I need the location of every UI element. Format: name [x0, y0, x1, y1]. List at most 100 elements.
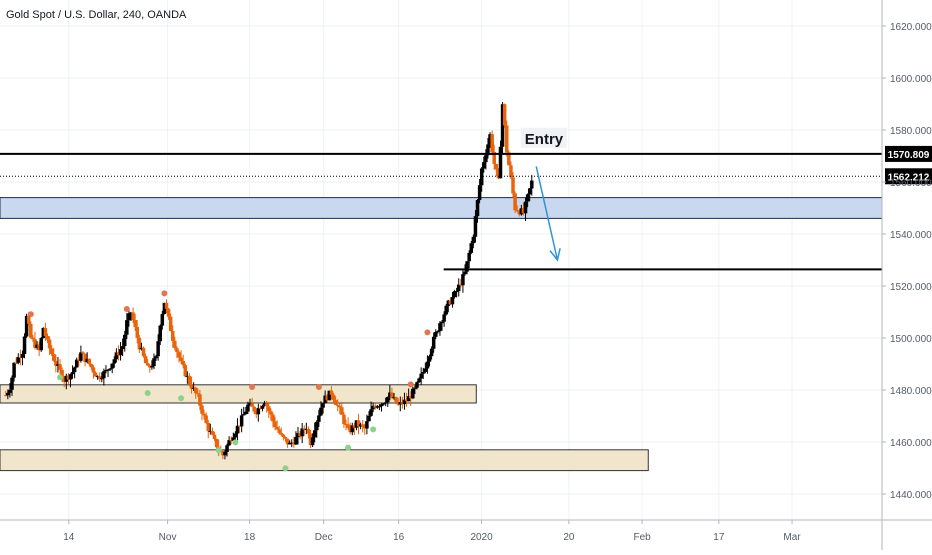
candle: [133, 320, 137, 327]
candle: [198, 394, 202, 406]
candle: [18, 357, 23, 359]
candle: [402, 399, 407, 405]
candle: [131, 312, 135, 321]
candle: [262, 403, 267, 406]
candle: [425, 361, 430, 369]
candle: [511, 177, 515, 194]
signal-dot-low: [232, 439, 239, 446]
signal-dot-high: [161, 290, 168, 297]
candle: [127, 313, 131, 321]
candle: [352, 425, 357, 428]
candle: [260, 405, 265, 409]
price-tag-resistance: [885, 145, 932, 162]
candle: [189, 383, 194, 389]
candle: [6, 392, 10, 396]
candle: [231, 437, 236, 441]
candle: [12, 362, 16, 378]
candle: [191, 387, 196, 389]
candle: [450, 297, 455, 305]
candle: [312, 430, 317, 438]
candle: [244, 411, 248, 415]
price-tick-label: 1580.000: [890, 126, 932, 137]
candle: [419, 373, 423, 379]
candle: [104, 370, 108, 372]
candle: [108, 368, 112, 370]
candle: [308, 433, 313, 446]
candle: [459, 284, 463, 286]
candle: [158, 325, 162, 342]
annotations: Entry: [520, 127, 567, 262]
candle: [467, 252, 471, 262]
candle: [33, 339, 37, 348]
price-tick-label: 1560.000: [890, 178, 932, 189]
candle: [440, 321, 444, 324]
time-tick-label: 2020: [470, 532, 493, 543]
candle: [415, 382, 419, 388]
candle: [168, 316, 173, 332]
candle: [141, 347, 146, 357]
candle: [148, 365, 152, 368]
candle: [150, 366, 154, 368]
candle: [110, 363, 114, 369]
candle: [509, 165, 513, 178]
price-tick-label: 1460.000: [890, 438, 932, 449]
candle: [185, 375, 190, 377]
candle: [429, 348, 434, 357]
candle: [241, 414, 246, 416]
candle: [62, 379, 66, 382]
candle: [77, 359, 81, 361]
candle: [394, 397, 398, 404]
signal-dot-low: [345, 444, 352, 451]
candle: [525, 194, 530, 202]
candle: [319, 407, 323, 416]
candle: [221, 450, 225, 456]
candle: [237, 425, 242, 427]
candle: [469, 243, 474, 253]
candle: [156, 341, 160, 357]
candle: [258, 407, 263, 409]
candle: [461, 274, 465, 286]
candle: [60, 369, 64, 380]
candle: [285, 438, 290, 445]
candle: [264, 403, 269, 407]
candle: [502, 104, 507, 126]
candle: [444, 305, 448, 315]
candle: [125, 320, 129, 335]
candle: [271, 414, 275, 422]
candle: [390, 392, 394, 398]
candle: [436, 331, 440, 333]
candle: [39, 338, 43, 351]
candle: [122, 334, 127, 347]
candle: [527, 188, 532, 195]
candle: [120, 346, 125, 350]
candle: [70, 372, 75, 375]
candle: [292, 442, 296, 445]
supply-demand-zone: [0, 197, 883, 219]
signal-dot-low: [178, 395, 185, 402]
candle: [58, 364, 62, 370]
candle: [329, 390, 334, 395]
candle: [306, 428, 311, 434]
candle: [254, 411, 258, 415]
candle: [37, 344, 41, 351]
candle: [408, 396, 413, 399]
candle: [135, 326, 140, 338]
candle: [404, 399, 409, 402]
signal-dot-high: [424, 329, 431, 336]
candle: [381, 403, 386, 405]
signal-dot-high: [123, 306, 130, 312]
candle: [471, 236, 476, 244]
candle: [519, 208, 524, 215]
candle: [85, 358, 89, 363]
candle: [22, 336, 27, 354]
candle: [360, 424, 365, 427]
candle: [47, 339, 52, 349]
candle: [475, 200, 480, 217]
support-zone-upper: [0, 384, 477, 404]
time-tick-label: 20: [563, 532, 575, 543]
candle: [114, 352, 119, 360]
candle: [152, 358, 156, 367]
candle: [482, 162, 486, 169]
